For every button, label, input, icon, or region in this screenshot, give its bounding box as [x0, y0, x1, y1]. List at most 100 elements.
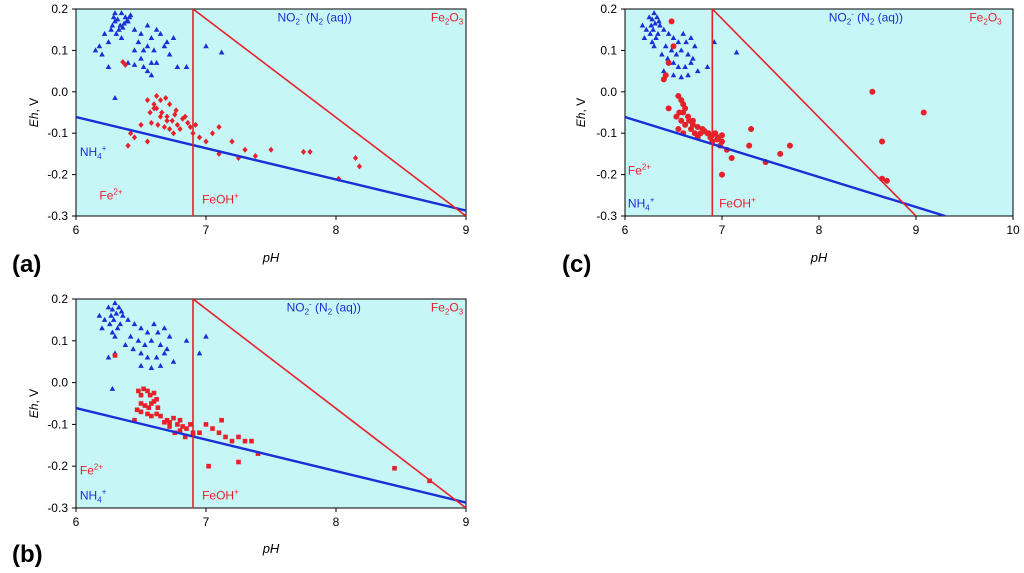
data-point [118, 308, 125, 314]
data-point [161, 43, 168, 49]
data-point [113, 30, 120, 36]
data-point [173, 107, 179, 114]
data-point [678, 74, 685, 80]
data-point [229, 438, 235, 444]
data-point [125, 316, 131, 322]
series-triangle [92, 10, 225, 101]
data-point [145, 411, 150, 417]
data-point [148, 119, 154, 126]
data-point [122, 61, 128, 68]
data-point [154, 397, 159, 402]
data-point [151, 321, 157, 327]
data-point [255, 451, 261, 456]
y-tick-label: -0.1 [47, 126, 68, 140]
data-point [138, 55, 144, 61]
data-point [107, 321, 113, 327]
data-point [153, 26, 160, 32]
region-label: Fe2O3 [969, 10, 1002, 26]
x-tick-label: 9 [463, 515, 470, 529]
y-axis-label: Eh, V [27, 98, 41, 127]
data-point [206, 463, 211, 469]
data-point [675, 63, 682, 69]
x-tick-label: 9 [463, 223, 470, 237]
data-point [153, 354, 160, 360]
data-point [140, 47, 147, 53]
data-point [151, 47, 157, 53]
data-point [692, 43, 698, 49]
region-label: Fe2+ [80, 463, 103, 478]
data-point [142, 341, 148, 347]
data-point [147, 392, 153, 398]
data-point [236, 434, 241, 440]
data-point [673, 51, 680, 57]
data-point [196, 350, 203, 356]
data-point [682, 63, 688, 69]
data-point [704, 63, 711, 69]
boundary-line [76, 115, 466, 212]
data-point [879, 138, 886, 145]
data-point [101, 316, 108, 322]
data-point [236, 459, 241, 465]
data-point [704, 130, 711, 137]
data-point [122, 341, 129, 347]
data-point [134, 407, 140, 413]
data-point [719, 132, 725, 139]
data-point [120, 312, 126, 318]
data-point [148, 59, 155, 65]
data-point [219, 417, 224, 423]
boundary-line [76, 406, 466, 504]
data-point [149, 401, 154, 406]
y-tick-label: 0.1 [51, 334, 68, 348]
data-point [746, 142, 753, 149]
data-point [163, 95, 169, 102]
data-point [135, 337, 142, 343]
data-point [167, 424, 172, 429]
y-axis-label: Eh, V [574, 98, 588, 127]
x-axis-label: pH [810, 250, 828, 265]
data-point [142, 403, 148, 408]
data-point [122, 14, 129, 20]
data-point [229, 138, 235, 145]
data-point [920, 109, 927, 116]
data-point [123, 18, 130, 24]
panel-label: (c) [562, 251, 591, 278]
data-point [670, 72, 677, 78]
data-point [109, 22, 116, 28]
data-point [203, 138, 209, 145]
data-point [164, 39, 170, 45]
data-point [252, 152, 258, 159]
data-point [177, 428, 183, 433]
data-point [203, 422, 209, 427]
data-point [719, 171, 725, 178]
panel-label: (b) [12, 541, 43, 568]
data-point [144, 354, 151, 360]
data-point [131, 134, 138, 141]
boundary-line [192, 9, 466, 216]
data-point [665, 30, 672, 36]
data-point [144, 22, 151, 28]
x-tick-label: 10 [1006, 223, 1020, 237]
data-point [145, 388, 150, 394]
data-point [138, 401, 144, 406]
data-point [656, 18, 662, 24]
data-point [148, 364, 155, 370]
data-point [680, 109, 687, 116]
data-point [148, 34, 155, 40]
region-label: NH4+ [80, 144, 107, 161]
data-point [99, 51, 105, 57]
data-point [109, 385, 116, 391]
data-point [140, 63, 147, 69]
y-tick-label: -0.2 [47, 459, 68, 473]
y-tick-label: -0.3 [47, 501, 68, 515]
data-point [167, 420, 172, 425]
data-point [138, 409, 144, 415]
data-point [643, 26, 650, 32]
data-point [675, 126, 682, 133]
data-point [162, 420, 167, 425]
data-point [158, 413, 163, 419]
data-point [336, 175, 342, 182]
data-point [112, 95, 118, 101]
data-point [649, 39, 655, 45]
data-point [135, 39, 142, 45]
data-point [96, 312, 103, 318]
